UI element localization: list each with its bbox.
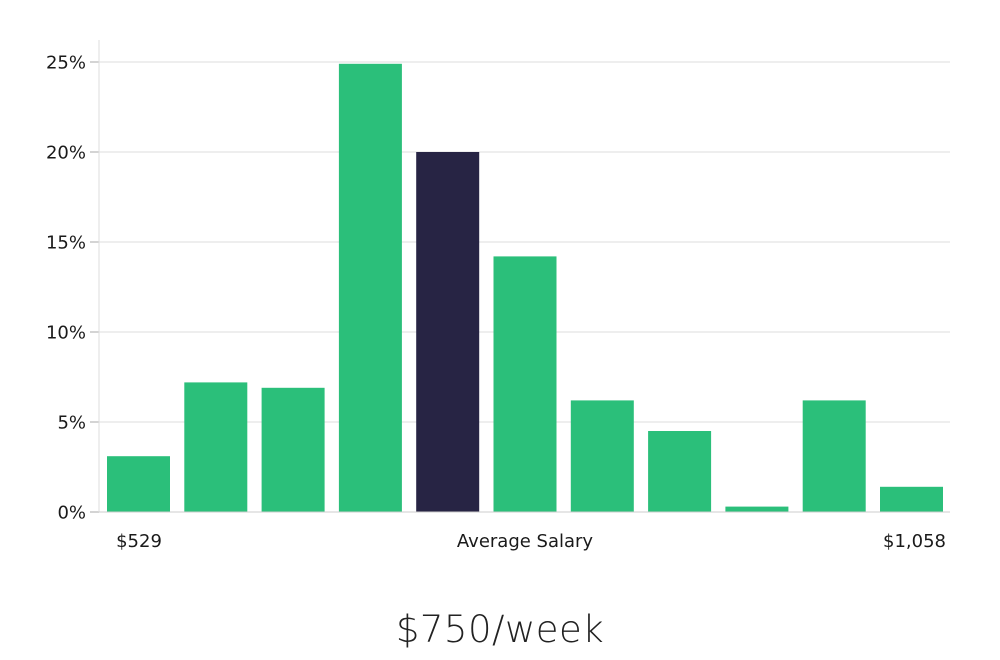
bar (648, 431, 712, 512)
salary-histogram: 0% 5% 10% 15% 20% 25% $529 Average Salary $1,… (46, 40, 950, 552)
x-label-center: Average Salary (457, 531, 594, 552)
y-tick-labels: 0% 5% 10% 15% 20% 25% (46, 53, 99, 524)
bar (338, 63, 402, 513)
y-tick-label: 20% (46, 143, 86, 164)
bar (493, 256, 557, 512)
bar (570, 400, 634, 512)
bar (107, 456, 170, 512)
y-tick-label: 15% (46, 233, 86, 254)
y-tick-label: 5% (57, 413, 86, 434)
bar (184, 382, 248, 512)
y-tick-label: 0% (57, 503, 86, 524)
y-tick-label: 25% (46, 53, 86, 74)
bars (107, 63, 943, 513)
x-label-right: $1,058 (883, 531, 946, 552)
average-salary-headline: $750/week (395, 608, 605, 651)
bar (261, 387, 325, 512)
x-label-left: $529 (116, 531, 162, 552)
bar (725, 506, 789, 512)
bar (880, 486, 943, 512)
y-tick-label: 10% (46, 323, 86, 344)
bar (802, 400, 866, 512)
bar-highlight (416, 152, 480, 512)
